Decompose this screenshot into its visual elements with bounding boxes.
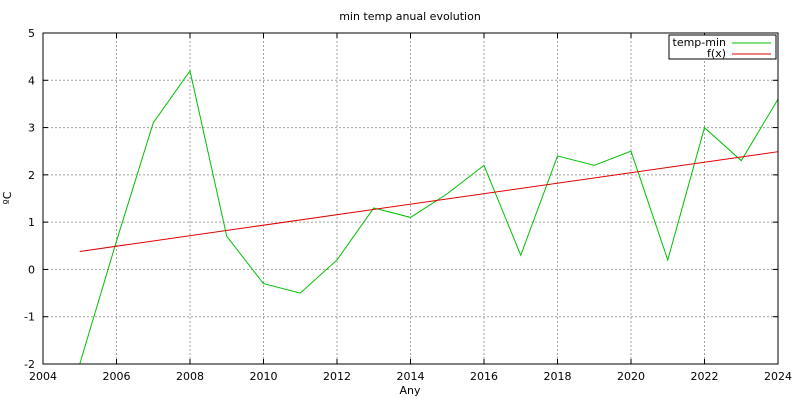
y-tick-label: 3 [28, 122, 35, 135]
series-layer [79, 69, 779, 365]
x-tick-label: 2010 [250, 370, 278, 383]
y-tick-label: 0 [28, 263, 35, 276]
x-tick-label: 2018 [544, 370, 572, 383]
x-tick-label: 2004 [29, 370, 57, 383]
y-tick-label: 4 [28, 74, 35, 87]
y-tick-label: 5 [28, 27, 35, 40]
series-line-f-x [79, 151, 779, 252]
series-line-temp-min [79, 69, 779, 365]
x-axis-label: Any [399, 384, 420, 397]
x-tick-label: 2020 [617, 370, 645, 383]
y-tick-label: 1 [28, 216, 35, 229]
legend-box [668, 34, 777, 60]
legend-label-temp-min: temp-min [673, 36, 727, 49]
x-tick-label: 2022 [691, 370, 719, 383]
x-tick-label: 2006 [103, 370, 131, 383]
ticks: 2004 2006 2008 2010 2012 2014 2016 2018 2020 2022… [24, 27, 792, 383]
y-tick-label: -2 [24, 358, 35, 371]
x-tick-label: 2008 [176, 370, 204, 383]
grid [43, 33, 778, 364]
x-tick-label: 2012 [323, 370, 351, 383]
y-axis-label: ºC [1, 191, 14, 204]
x-tick-label: 2014 [397, 370, 425, 383]
y-tick-label: -1 [24, 311, 35, 324]
x-tick-label: 2016 [470, 370, 498, 383]
chart-title: min temp anual evolution [339, 10, 481, 23]
x-tick-label: 2024 [764, 370, 792, 383]
y-tick-label: 2 [28, 169, 35, 182]
legend: temp-min f(x) [668, 34, 777, 60]
legend-label-fx: f(x) [707, 47, 726, 60]
